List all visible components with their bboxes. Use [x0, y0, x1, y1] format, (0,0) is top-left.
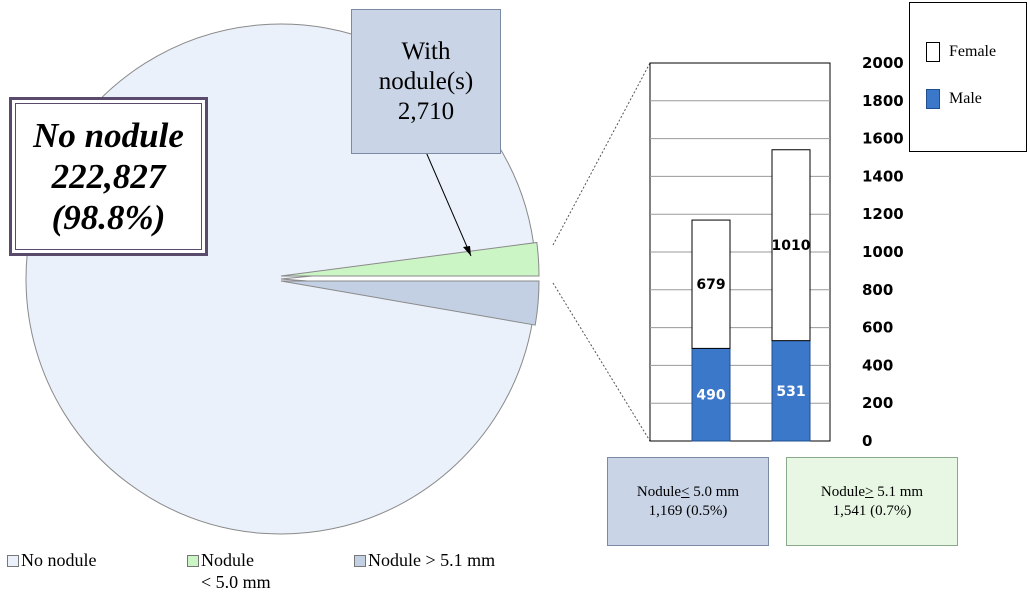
pie-legend-item-small: Nodule < 5.0 mm	[187, 549, 271, 593]
category-box-small: Nodule< 5.0 mm 1,169 (0.5%)	[607, 457, 769, 546]
category-box-small-prefix: Nodule	[636, 483, 682, 500]
category-box-large-prefix: Nodule	[820, 483, 866, 500]
legend-swatch-female	[926, 42, 940, 62]
no-nodule-callout-count: 222,827	[51, 157, 166, 196]
bar-legend-item-female: Female	[926, 42, 996, 62]
data-label-male-0: 490	[696, 388, 725, 404]
pie-legend-label-large: Nodule > 5.1 mm	[368, 550, 496, 570]
bar-female-1	[771, 149, 811, 342]
zoom-line-bottom	[552, 282, 651, 442]
stacked-bar-chart: 0 200 400 600 800 1000 1200 1400 1600 1800 2000 490…	[649, 54, 904, 450]
no-nodule-callout-title: No nodule	[33, 116, 184, 155]
category-box-large: Nodule> 5.1 mm 1,541 (0.7%)	[786, 457, 958, 546]
legend-swatch-male	[926, 89, 940, 109]
y-tick-label: 0	[862, 432, 872, 450]
with-nodules-callout-line2: nodule(s)	[378, 67, 474, 95]
y-tick-label: 1000	[862, 243, 904, 261]
pie-legend-item-large: Nodule > 5.1 mm	[354, 549, 495, 571]
category-box-large-count: 1,541 (0.7%)	[832, 502, 912, 519]
with-nodules-callout: With nodule(s) 2,710	[351, 9, 501, 154]
bar-legend-item-male: Male	[926, 89, 982, 109]
y-tick-label: 2000	[862, 54, 904, 72]
pie-slice-nodule-large	[280, 280, 540, 326]
y-tick-label: 1800	[862, 92, 904, 110]
no-nodule-callout-percent: (98.8%)	[51, 198, 166, 237]
bar-legend: Female Male	[909, 2, 1027, 152]
pie-legend-label-small: Nodule < 5.0 mm	[201, 549, 271, 593]
data-label-female-1: 1010	[772, 238, 811, 254]
pie-legend-label-no-nodule: No nodule	[21, 550, 97, 570]
pie-slice-nodule-small	[280, 241, 540, 277]
y-tick-label: 200	[862, 394, 893, 412]
y-tick-label: 800	[862, 281, 893, 299]
pie-legend-label-small-line2: < 5.0 mm	[201, 572, 271, 592]
bar-female-0	[691, 219, 731, 349]
y-tick-label: 1400	[862, 167, 904, 185]
pie-legend-label-small-line1: Nodule	[201, 550, 254, 570]
category-box-small-count: 1,169 (0.5%)	[648, 502, 728, 519]
bar-male-0	[691, 347, 731, 442]
callout-arrow	[425, 151, 472, 257]
with-nodules-callout-count: 2,710	[397, 97, 455, 125]
bar-legend-label-female: Female	[949, 43, 997, 60]
category-box-large-size: 5.1 mm	[877, 483, 924, 500]
category-box-large-operator: >	[865, 483, 874, 500]
y-tick-label: 600	[862, 319, 893, 337]
y-tick-label: 1200	[862, 205, 904, 223]
pie-legend-item-no-nodule: No nodule	[7, 549, 97, 571]
pie-legend-swatch-small	[187, 555, 199, 567]
category-box-small-operator: <	[681, 483, 690, 500]
category-box-large-label: Nodule> 5.1 mm	[821, 483, 923, 502]
category-box-small-size: 5.0 mm	[693, 483, 740, 500]
pie-legend-swatch-no-nodule	[7, 555, 19, 567]
data-label-male-1: 531	[776, 384, 805, 400]
no-nodule-callout: No nodule 222,827 (98.8%)	[9, 97, 208, 256]
y-tick-label: 1600	[862, 130, 904, 148]
y-tick-label: 400	[862, 356, 893, 374]
with-nodules-callout-line1: With	[401, 37, 451, 65]
pie-legend-swatch-large	[354, 555, 366, 567]
callout-arrowhead	[463, 246, 471, 256]
bar-legend-label-male: Male	[949, 90, 982, 107]
category-box-small-label: Nodule< 5.0 mm	[637, 483, 739, 502]
data-label-female-0: 679	[696, 277, 725, 293]
zoom-line-top	[552, 62, 651, 246]
